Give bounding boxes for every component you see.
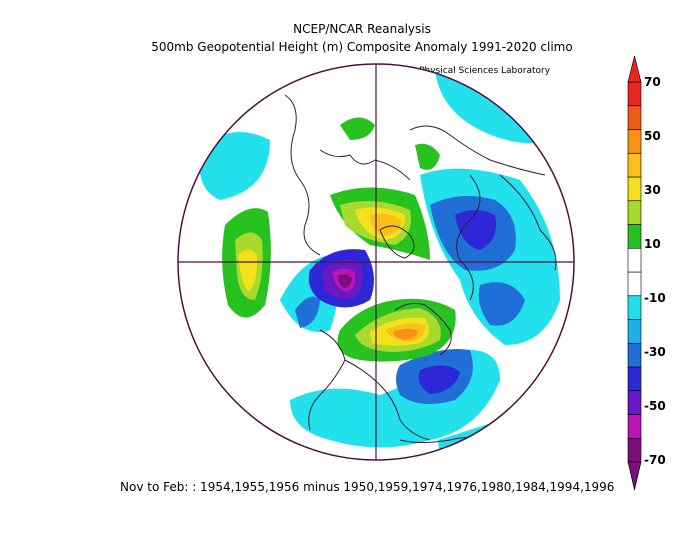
colorbar-segment bbox=[627, 437, 642, 463]
colorbar-segment bbox=[627, 390, 642, 415]
colorbar-label-m70: -70 bbox=[644, 453, 666, 467]
colorbar-segment bbox=[627, 200, 642, 225]
colorbar-segment bbox=[627, 176, 642, 202]
colorbar-bottom-arrow bbox=[627, 461, 642, 491]
colorbar-label-70: 70 bbox=[644, 75, 661, 89]
colorbar-label-10: 10 bbox=[644, 237, 661, 251]
anomaly-field bbox=[178, 64, 574, 460]
credit-label: NOAA Physical Sciences Laboratory bbox=[390, 66, 551, 76]
colorbar-segment bbox=[627, 342, 642, 368]
colorbar-label-50: 50 bbox=[644, 129, 661, 143]
map-boundary bbox=[177, 63, 575, 461]
colorbar-segment bbox=[627, 247, 642, 273]
title-line-2: 500mb Geopotential Height (m) Composite … bbox=[151, 40, 573, 54]
colorbar-label-30: 30 bbox=[644, 183, 661, 197]
colorbar bbox=[627, 55, 642, 491]
colorbar-segment bbox=[627, 295, 642, 320]
colorbar-segment bbox=[627, 366, 642, 392]
colorbar-segment bbox=[627, 224, 642, 249]
colorbar-segment bbox=[627, 81, 642, 107]
footer-composite-years: Nov to Feb: : 1954,1955,1956 minus 1950,… bbox=[120, 480, 615, 494]
colorbar-segment bbox=[627, 152, 642, 178]
colorbar-segment bbox=[627, 319, 642, 344]
title-line-1: NCEP/NCAR Reanalysis bbox=[293, 22, 431, 36]
colorbar-segment bbox=[627, 271, 642, 297]
colorbar-segment bbox=[627, 105, 642, 130]
colorbar-segment bbox=[627, 129, 642, 154]
colorbar-top-arrow bbox=[627, 55, 642, 83]
colorbar-label-m30: -30 bbox=[644, 345, 666, 359]
colorbar-label-m10: -10 bbox=[644, 291, 666, 305]
colorbar-label-m50: -50 bbox=[644, 399, 666, 413]
colorbar-segment bbox=[627, 414, 642, 439]
